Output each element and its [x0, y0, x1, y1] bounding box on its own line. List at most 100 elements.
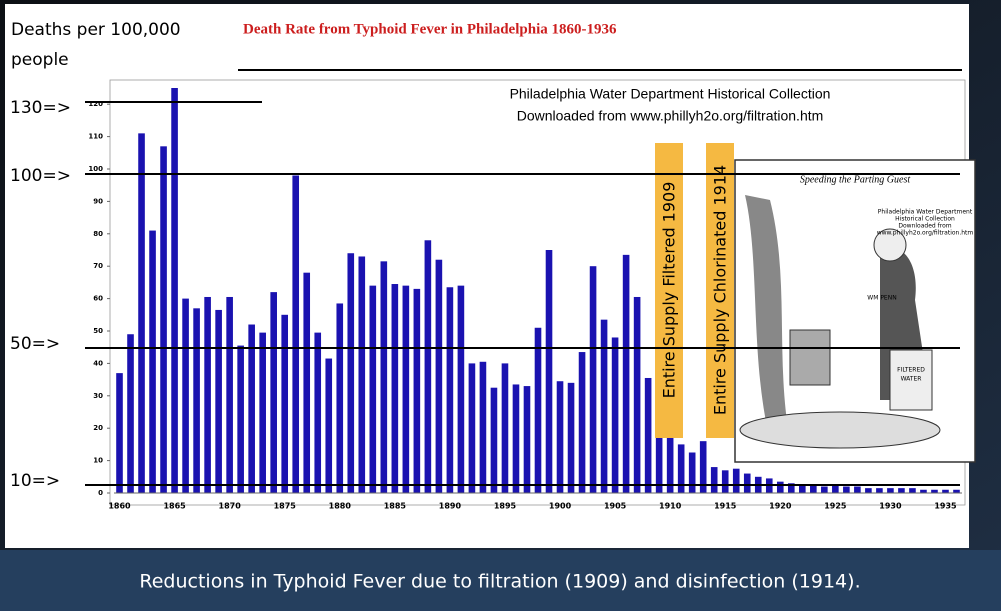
x-tick-label: 1860	[108, 502, 131, 511]
overlay-label: 130=>	[10, 98, 71, 118]
bar	[259, 333, 266, 493]
jar-label: WATER	[901, 376, 922, 383]
y-axis-label: Deaths per 100,000	[11, 20, 181, 40]
bar	[358, 256, 365, 493]
bar	[821, 487, 828, 493]
bar	[425, 240, 432, 493]
inset-title: Speeding the Parting Guest	[800, 174, 910, 185]
bar	[182, 299, 189, 493]
bar	[854, 487, 861, 493]
bar	[292, 175, 299, 493]
bar	[887, 488, 894, 493]
overlay-label: 100=>	[10, 166, 71, 186]
bar	[336, 303, 343, 493]
bar	[601, 320, 608, 493]
bar	[711, 467, 718, 493]
bar	[127, 334, 134, 493]
y-tick-label: 70	[93, 262, 103, 270]
bar	[513, 384, 520, 493]
bar	[237, 346, 244, 493]
source-note: Downloaded from www.phillyh2o.org/filtra…	[517, 108, 824, 124]
x-tick-label: 1890	[439, 502, 462, 511]
bar	[381, 261, 388, 493]
bar	[480, 362, 487, 493]
bar	[502, 363, 509, 493]
x-tick-label: 1930	[879, 502, 902, 511]
bar	[138, 133, 145, 493]
y-axis-label: people	[11, 50, 69, 70]
bar	[248, 325, 255, 493]
y-tick-label: 60	[93, 295, 103, 303]
x-tick-label: 1925	[824, 502, 847, 511]
bar	[810, 485, 817, 493]
bar	[865, 488, 872, 493]
y-tick-label: 30	[93, 392, 103, 400]
x-tick-label: 1905	[604, 502, 627, 511]
bar	[414, 289, 421, 493]
bar	[777, 482, 784, 493]
bar	[645, 378, 652, 493]
bar	[458, 286, 465, 493]
bar	[799, 485, 806, 493]
annotation: Entire Supply Chlorinated 1914	[711, 165, 730, 415]
x-tick-label: 1915	[714, 502, 737, 511]
bar	[876, 488, 883, 493]
x-tick-label: 1880	[329, 502, 352, 511]
bar	[314, 333, 321, 493]
bar	[909, 488, 916, 493]
bar	[733, 469, 740, 493]
inset: Speeding the Parting Guest FILTERED WATE…	[735, 160, 975, 462]
bar	[623, 255, 630, 493]
x-tick-label: 1870	[219, 502, 242, 511]
bar	[546, 250, 553, 493]
source-note: Philadelphia Water Department Historical…	[510, 86, 831, 102]
x-tick-label: 1865	[163, 502, 186, 511]
x-tick-label: 1875	[274, 502, 297, 511]
bar	[689, 453, 696, 494]
bar	[557, 381, 564, 493]
bar	[370, 286, 377, 493]
bar	[634, 297, 641, 493]
y-tick-label: 110	[88, 133, 103, 141]
bar	[469, 363, 476, 493]
y-tick-label: 20	[93, 424, 103, 432]
y-tick-label: 50	[93, 327, 103, 335]
bar	[436, 260, 443, 493]
inset-note: Historical Collection	[895, 216, 955, 223]
box	[790, 330, 830, 385]
bar	[832, 485, 839, 493]
table	[740, 412, 940, 448]
bar	[524, 386, 531, 493]
slide: Deaths per 100,000 people Death Rate fro…	[0, 0, 1001, 611]
bar	[722, 470, 729, 493]
sign: WM PENN	[867, 295, 896, 302]
overlay-label: 10=>	[10, 471, 60, 491]
y-tick-label: 0	[98, 489, 103, 497]
x-tick-label: 1885	[384, 502, 407, 511]
inset-note: www.phillyh2o.org/filtration.htm	[877, 230, 974, 237]
bar	[347, 253, 354, 493]
y-tick-label: 10	[93, 457, 103, 465]
x-tick-label: 1935	[934, 502, 957, 511]
chart-title: Death Rate from Typhoid Fever in Philade…	[243, 21, 617, 37]
bar	[215, 310, 222, 493]
jar-label: FILTERED	[897, 367, 925, 374]
bar	[535, 328, 542, 493]
bar	[744, 474, 751, 493]
overlay-label: 50=>	[10, 334, 60, 354]
y-tick-label: 40	[93, 359, 103, 367]
bar	[403, 286, 410, 493]
bar	[392, 284, 399, 493]
x-tick-label: 1900	[549, 502, 572, 511]
bar	[116, 373, 123, 493]
bar	[579, 352, 586, 493]
bar	[568, 383, 575, 493]
bar	[612, 337, 619, 493]
bar	[171, 88, 178, 493]
annotation: Entire Supply Filtered 1909	[660, 182, 679, 399]
x-tick-label: 1910	[659, 502, 682, 511]
x-tick-label: 1920	[769, 502, 792, 511]
bar	[447, 287, 454, 493]
caption: Reductions in Typhoid Fever due to filtr…	[139, 571, 860, 593]
y-tick-label: 80	[93, 230, 103, 238]
